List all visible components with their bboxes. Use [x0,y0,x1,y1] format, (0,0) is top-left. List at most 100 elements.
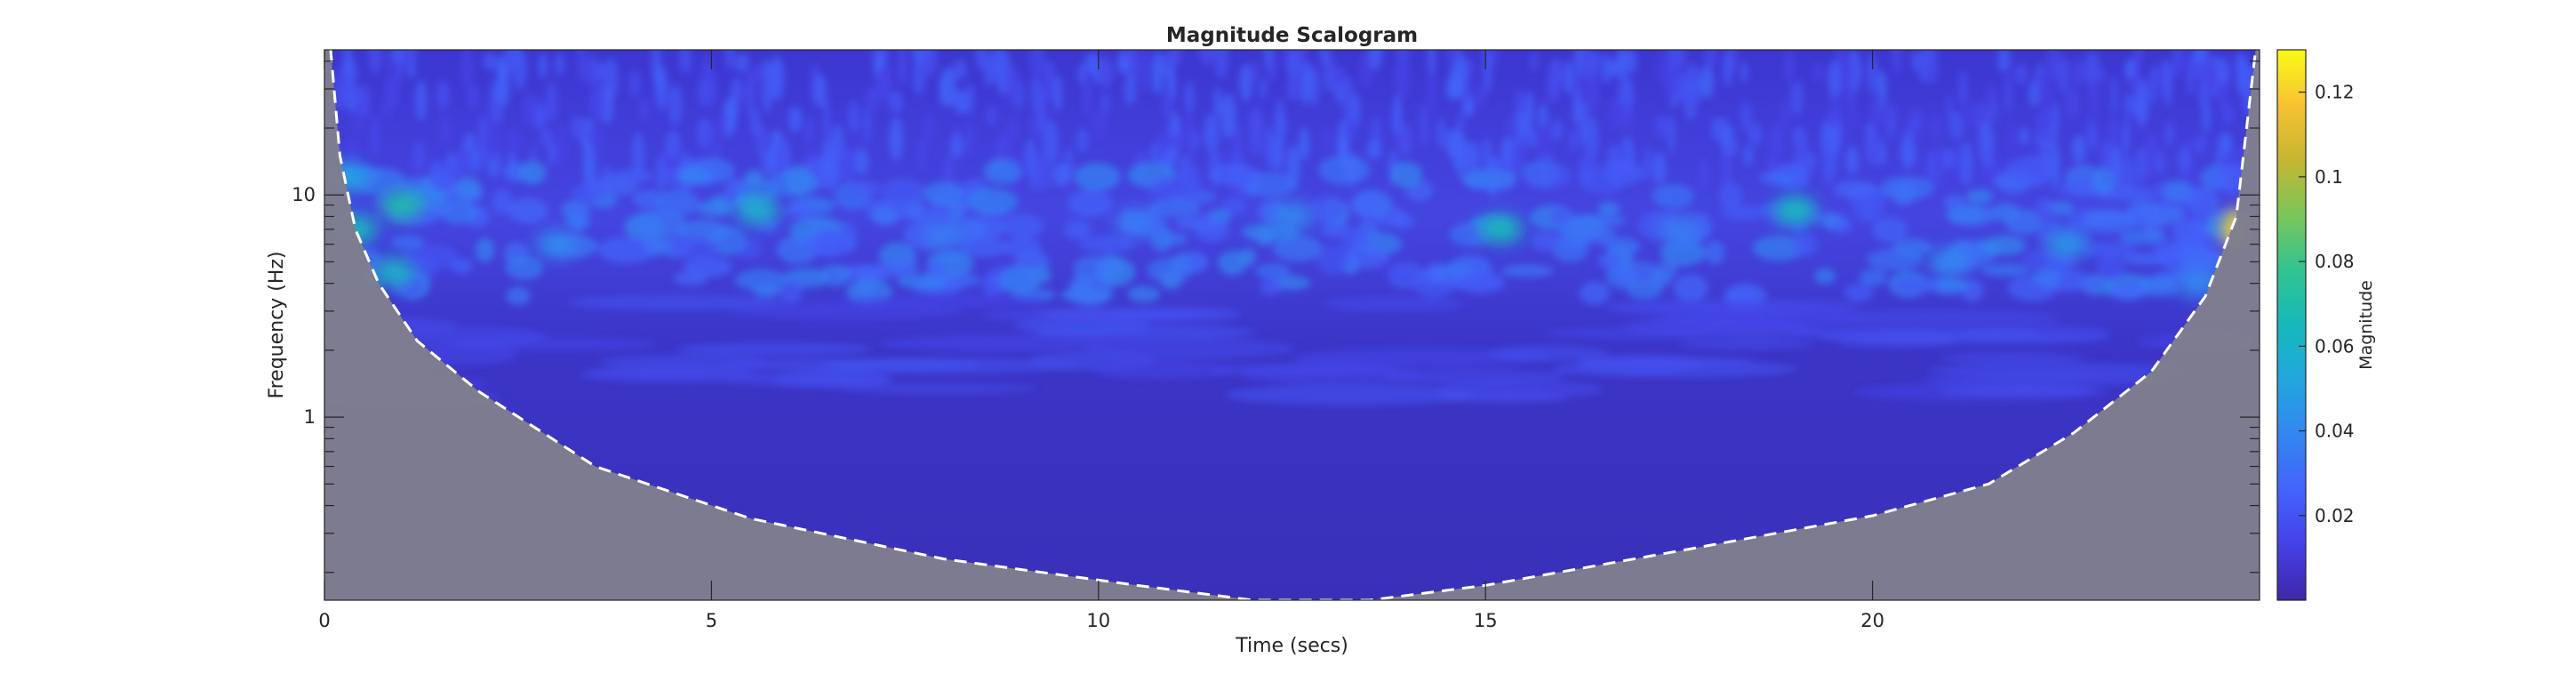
texture-blob [823,99,830,144]
texture-blob [508,198,548,223]
texture-blob [1846,146,1859,175]
texture-blob [555,53,565,75]
texture-blob [408,327,547,347]
texture-blob [1214,87,1221,118]
texture-blob [1678,338,1813,349]
texture-blob [393,40,401,62]
texture-blob [1940,352,2084,365]
texture-blob [2020,127,2028,145]
texture-blob [1619,102,1635,130]
texture-blob [655,68,668,111]
texture-blob [1286,79,1298,102]
texture-blob [1893,238,1932,256]
texture-blob [385,74,399,108]
texture-blob [1184,115,1193,142]
texture-blob [436,80,450,110]
texture-blob [440,115,450,143]
texture-blob [1124,74,1136,106]
texture-blob [1598,202,1620,215]
x-tick-label: 20 [1860,610,1884,631]
texture-blob [1966,189,1993,205]
texture-blob [1436,380,1604,398]
texture-blob [451,259,473,274]
texture-blob [1792,126,1805,147]
texture-blob [1204,114,1219,154]
texture-blob [1524,91,1534,134]
texture-blob [1267,46,1276,83]
texture-blob [1855,193,1884,221]
texture-blob [1162,90,1174,120]
texture-blob [415,80,427,121]
colorbar-tick-label: 0.12 [2315,82,2355,103]
texture-blob [1355,193,1382,216]
x-tick-label: 5 [706,610,717,631]
texture-blob [1644,147,1652,181]
texture-blob [1078,64,1086,84]
y-axis-label: Frequency (Hz) [266,252,288,399]
texture-blob [1725,124,1733,142]
texture-blob [2218,57,2229,84]
texture-blob [1367,140,1382,160]
texture-blob [1652,151,1666,185]
colorbar-tick-label: 0.06 [2315,335,2355,357]
texture-blob [1445,76,1460,101]
texture-blob [924,114,934,144]
texture-blob [487,122,500,162]
texture-blob [1860,269,1887,285]
texture-blob [1685,62,1700,90]
texture-blob [1826,108,1839,127]
texture-blob [483,52,496,70]
texture-blob [1463,97,1475,116]
texture-blob [1722,53,1733,87]
texture-blob [854,148,868,174]
texture-blob [2193,134,2207,154]
texture-blob [2110,75,2117,116]
texture-blob [1076,128,1089,152]
texture-blob [456,177,482,199]
texture-blob [578,40,587,84]
texture-blob [735,269,788,292]
texture-blob [1347,245,1390,269]
texture-blob [1034,308,1242,318]
texture-blob [947,198,965,219]
texture-blob [679,44,691,74]
texture-blob [676,168,711,183]
texture-blob [2166,124,2173,145]
texture-blob [1700,65,1715,98]
texture-blob [1667,32,1678,72]
texture-blob [1551,119,1564,140]
texture-blob [889,116,903,161]
texture-blob [888,91,903,113]
texture-blob [2162,181,2193,202]
texture-blob [1276,113,1286,145]
texture-blob [1052,164,1070,187]
texture-blob [1309,67,1319,107]
texture-blob [440,201,479,224]
magnitude-hotspot [1116,208,1158,237]
y-tick-label: 1 [304,406,316,428]
texture-blob [668,84,683,126]
texture-blob [665,130,680,158]
texture-blob [1881,176,1933,200]
texture-blob [1812,63,1824,82]
chart-title: Magnitude Scalogram [1166,24,1418,47]
texture-blob [1036,92,1047,133]
texture-blob [840,147,856,181]
texture-blob [805,117,814,144]
texture-blob [2005,209,2043,235]
texture-blob [506,255,543,280]
texture-blob [598,237,655,263]
texture-blob [2137,205,2185,218]
texture-blob [1569,128,1579,152]
texture-blob [805,232,857,257]
texture-blob [1987,99,1998,124]
texture-blob [646,238,673,252]
texture-blob [2014,63,2028,84]
texture-blob [1673,274,1708,301]
texture-blob [1324,297,1463,310]
texture-blob [1780,100,1789,131]
texture-blob [674,272,708,286]
texture-blob [548,140,556,165]
x-tick-label: 10 [1086,610,1110,631]
texture-blob [1436,118,1446,148]
